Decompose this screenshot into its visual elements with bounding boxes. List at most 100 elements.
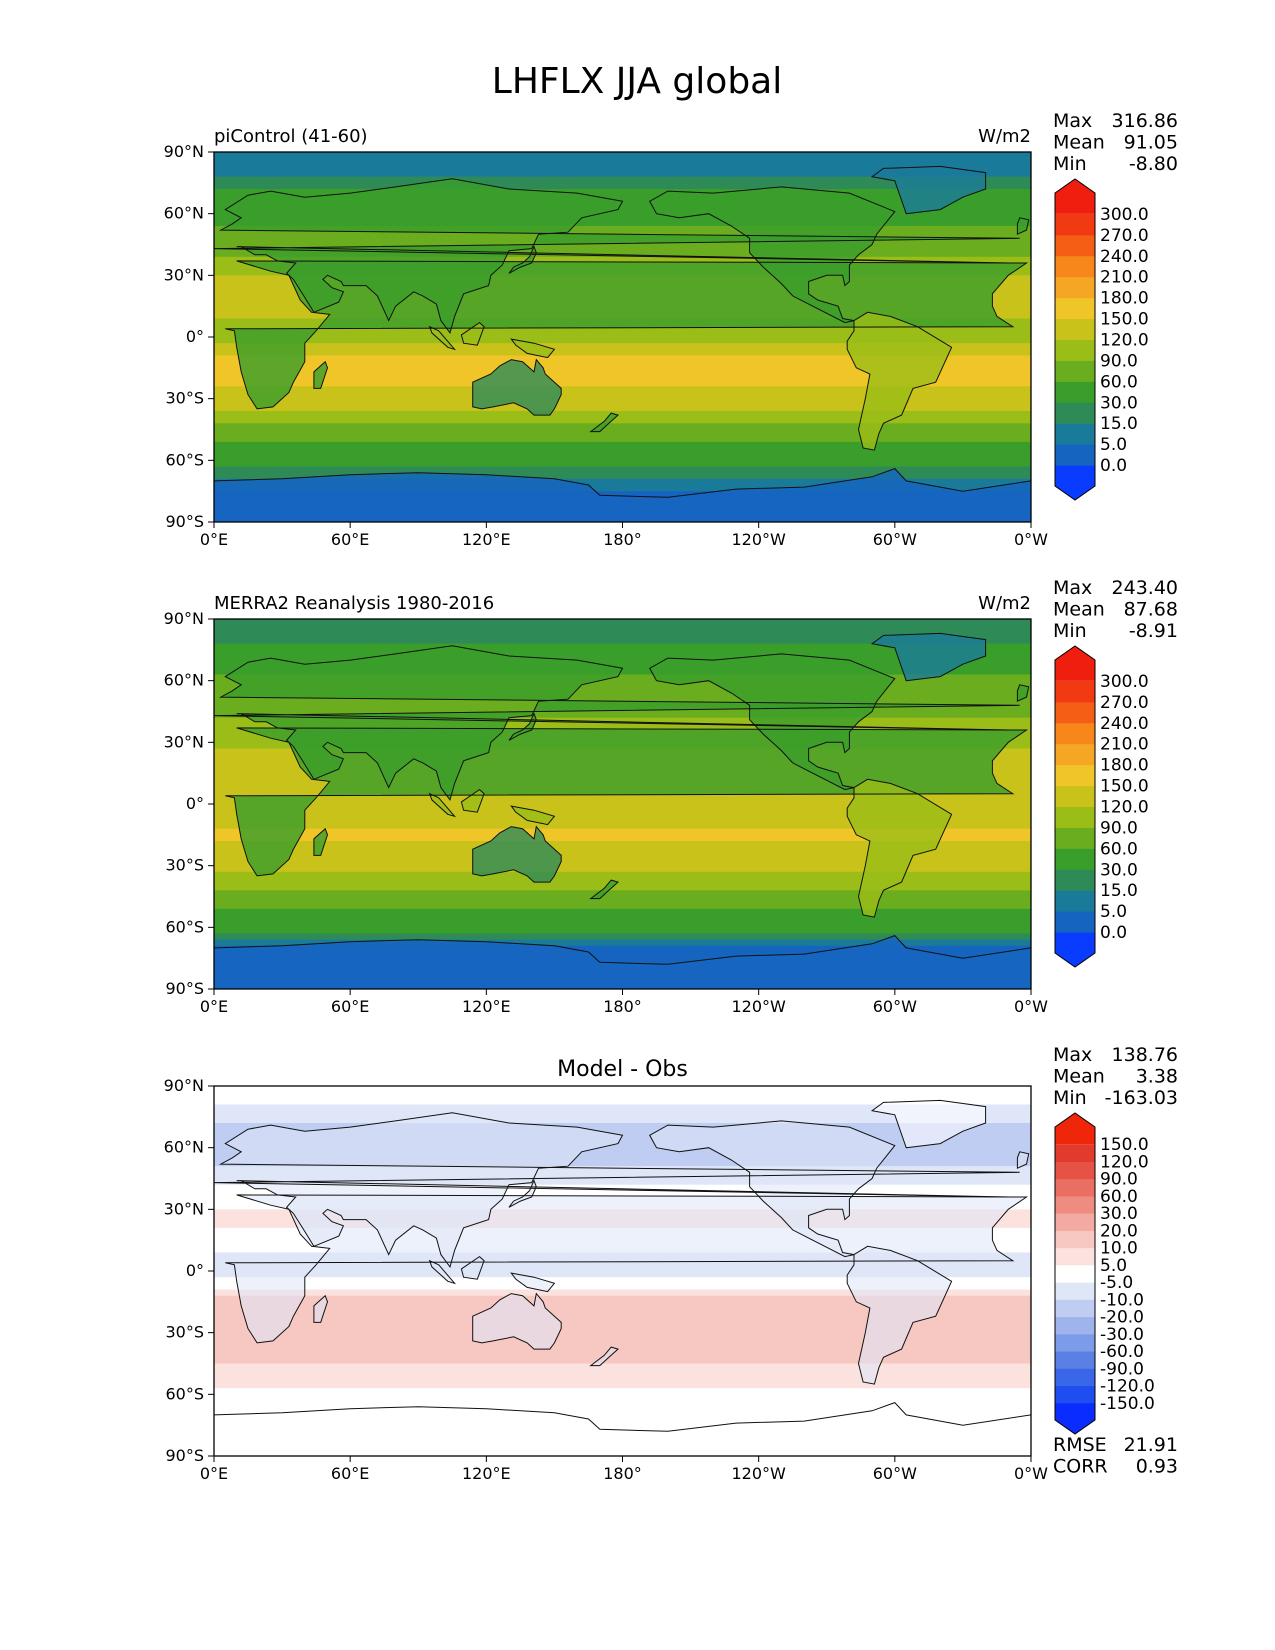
heatmap-band xyxy=(214,1338,1031,1346)
colorbar-label: 30.0 xyxy=(1100,393,1138,413)
heatmap-band xyxy=(214,1332,1031,1340)
heatmap-band xyxy=(214,1184,1031,1192)
y-tick-label: 0° xyxy=(186,794,204,813)
heatmap-band xyxy=(214,1388,1031,1395)
colorbar-extend-min xyxy=(1055,465,1095,500)
land-madagascar xyxy=(313,1295,328,1323)
colorbar: -150.0-120.0-90.0-60.0-30.0-20.0-10.0-5.… xyxy=(1054,1112,1155,1435)
heatmap-band xyxy=(214,1283,1031,1291)
heatmap-band xyxy=(214,213,1031,221)
coastline-antarctica xyxy=(214,468,1031,522)
heatmap-band xyxy=(214,625,1031,632)
y-tick-label: 30°S xyxy=(165,1323,204,1342)
x-tick-label: 180° xyxy=(603,997,642,1016)
heatmap-band xyxy=(214,921,1031,928)
heatmap-band xyxy=(214,1104,1031,1112)
y-tick-label: 0° xyxy=(186,327,204,346)
heatmap-band xyxy=(214,1369,1031,1377)
colorbar-label: 0.0 xyxy=(1100,923,1127,943)
coastline-borneo xyxy=(460,1255,485,1280)
panel-left-title: MERRA2 Reanalysis 1980-2016 xyxy=(214,593,494,614)
heatmap-band xyxy=(214,1264,1031,1272)
stat-value: -163.03 xyxy=(1105,1087,1178,1109)
heatmap-band xyxy=(214,896,1031,904)
colorbar-segment xyxy=(1055,1368,1095,1387)
land-namerica xyxy=(649,1120,895,1257)
land-greenland xyxy=(872,1100,986,1148)
heatmap-band xyxy=(214,1116,1031,1124)
panel-difference: 0°E 60°E 120°E 180° 120°W 60°W 0°W 90°N 60°N 30°N… xyxy=(164,1044,1178,1483)
colorbar-label: 15.0 xyxy=(1100,881,1138,901)
y-tick-label: 30°S xyxy=(165,856,204,875)
heatmap-band xyxy=(214,411,1031,418)
stat-label: Max xyxy=(1053,1044,1092,1066)
coastline-antarctica xyxy=(214,935,1031,989)
heatmap-band xyxy=(214,1382,1031,1389)
stat-value: 3.38 xyxy=(1136,1066,1178,1088)
coastline-nz xyxy=(589,1346,619,1367)
coastline-africa xyxy=(225,727,1029,877)
heatmap-band xyxy=(214,361,1031,369)
colorbar-segment xyxy=(1055,360,1095,382)
heatmap-band xyxy=(214,884,1031,891)
coastline-eurasia xyxy=(214,645,1020,802)
heatmap-band xyxy=(214,1363,1031,1371)
colorbar-segment xyxy=(1055,1299,1095,1318)
stat-value: 87.68 xyxy=(1124,599,1178,621)
x-tick-label: 120°W xyxy=(731,997,786,1016)
land-australia xyxy=(472,826,562,883)
coastline-eurasia xyxy=(214,178,1020,335)
coastline-antarctica xyxy=(214,1402,1031,1456)
heatmap-band xyxy=(214,1135,1031,1143)
colorbar-label: 300.0 xyxy=(1100,672,1149,692)
land-sumatra xyxy=(429,793,455,817)
coastline-eurasia xyxy=(214,1112,1020,1269)
footer-stat-value: 0.93 xyxy=(1136,1456,1178,1478)
colorbar-segment xyxy=(1055,339,1095,361)
heatmap-band xyxy=(214,441,1031,449)
x-tick-label: 120°E xyxy=(462,1464,511,1483)
stat-label: Min xyxy=(1053,620,1087,642)
colorbar-segment xyxy=(1055,827,1095,849)
coastline-greenland xyxy=(870,165,987,215)
heatmap-band xyxy=(214,637,1031,645)
colorbar-label: 270.0 xyxy=(1100,226,1149,246)
stat-value: 138.76 xyxy=(1112,1044,1178,1066)
x-tick-label: 0°E xyxy=(200,530,228,549)
heatmap-band xyxy=(214,649,1031,657)
coastline-sumatra xyxy=(428,792,457,818)
coastline-uk xyxy=(1016,217,1030,235)
heatmap-band xyxy=(214,1412,1031,1420)
footer-stat-label: RMSE xyxy=(1053,1434,1107,1456)
heatmap-band xyxy=(214,1357,1031,1365)
coastline-newguinea xyxy=(510,338,556,359)
stat-label: Mean xyxy=(1053,599,1105,621)
colorbar-segment xyxy=(1055,276,1095,299)
heatmap-band xyxy=(214,1129,1031,1136)
land-samerica xyxy=(847,312,952,451)
x-tick-label: 60°W xyxy=(873,997,917,1016)
colorbar-segment xyxy=(1055,869,1095,891)
heatmap-band xyxy=(214,454,1031,461)
heatmap-band xyxy=(214,1277,1031,1284)
colorbar-segment xyxy=(1055,890,1095,912)
stat-label: Mean xyxy=(1053,132,1105,154)
colorbar-label: 270.0 xyxy=(1100,693,1149,713)
colorbar-extend-min xyxy=(1055,932,1095,967)
heatmap-band xyxy=(214,152,1031,159)
y-tick-label: 30°N xyxy=(164,1199,204,1218)
heatmap-band xyxy=(214,674,1031,682)
heatmap-band xyxy=(214,337,1031,344)
land-antarctica xyxy=(214,468,1031,522)
colorbar-segment xyxy=(1055,255,1095,278)
land-antarctica xyxy=(214,1402,1031,1456)
colorbar-label: 5.0 xyxy=(1100,435,1127,455)
heatmap-band xyxy=(214,915,1031,922)
colorbar-label: 180.0 xyxy=(1100,289,1149,309)
colorbar-label: 30.0 xyxy=(1100,1204,1138,1224)
stat-value: -8.91 xyxy=(1129,620,1178,642)
stat-label: Max xyxy=(1053,577,1092,599)
coastline-borneo xyxy=(460,321,485,346)
heatmap-band xyxy=(214,902,1031,910)
